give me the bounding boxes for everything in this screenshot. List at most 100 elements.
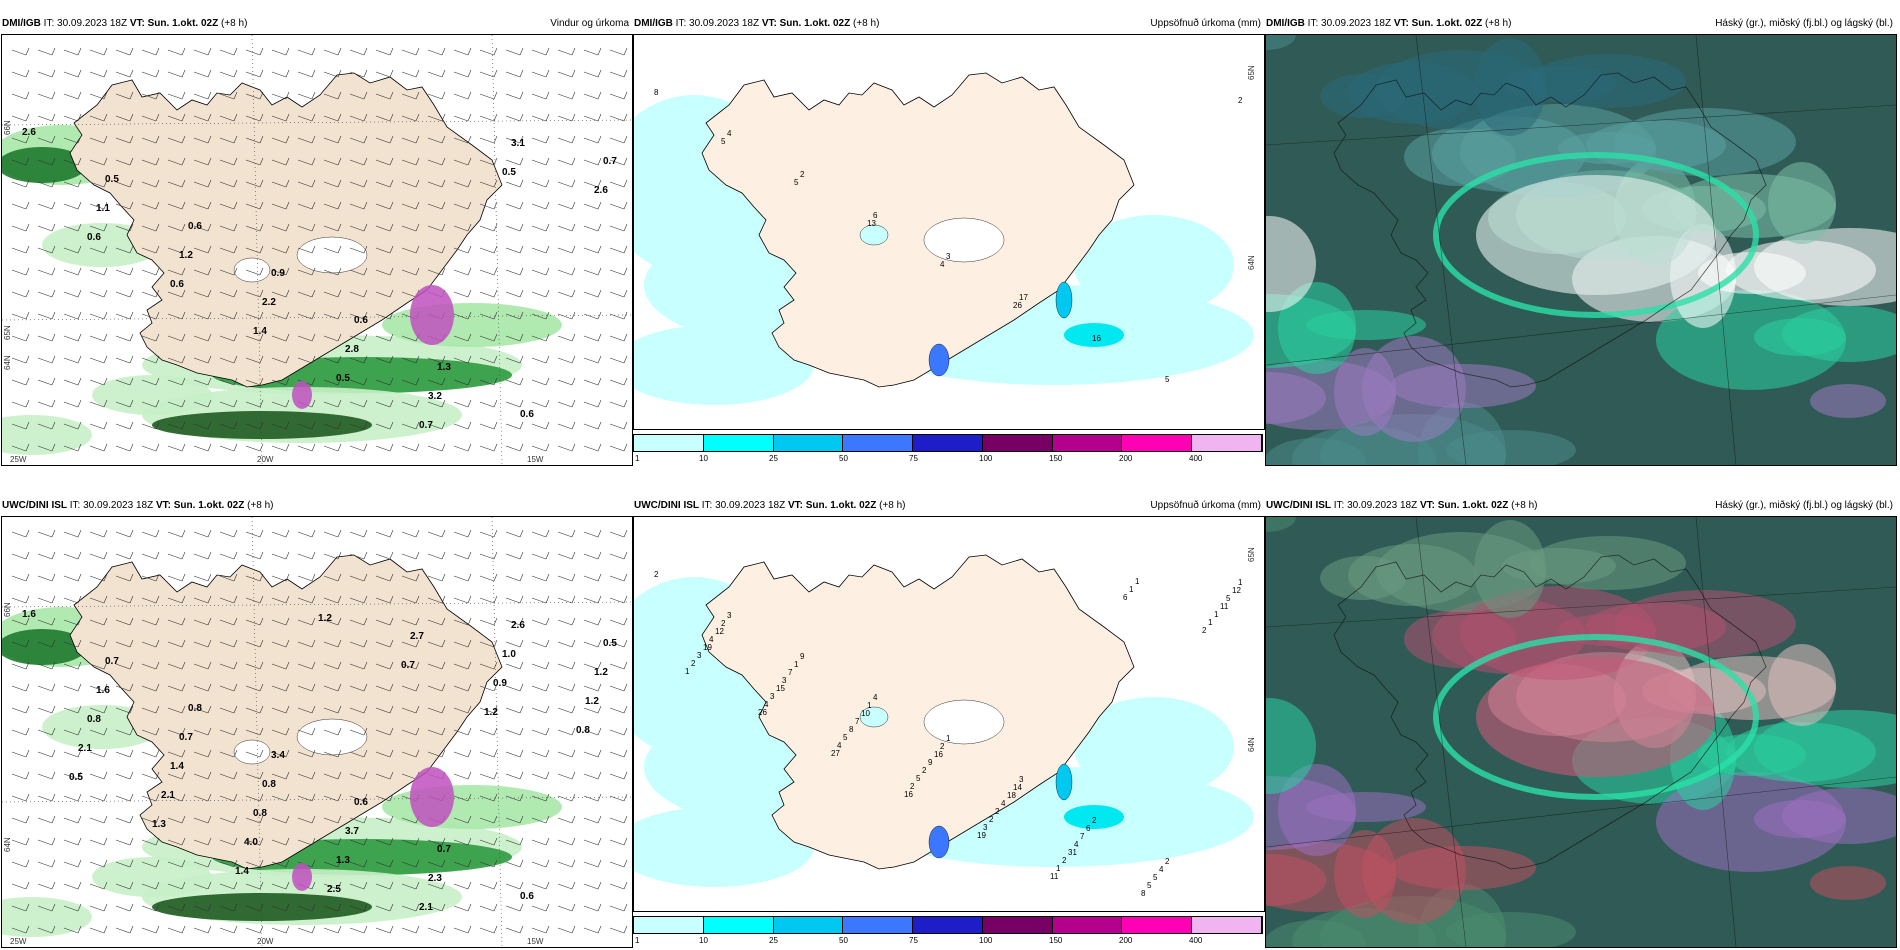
panel-title: UWC/DINI ISL IT: 30.09.2023 18Z VT: Sun.…	[633, 496, 1265, 516]
precip-value-label: 4.0	[244, 837, 258, 848]
map-accumulated-precip[interactable]: 2 3 9 4 1 3 2 2 1 2 1 1 2 14 6 4 12 12 7 10 16 18 7 5 5 4 3 7 9 4 4 5 11…	[633, 516, 1265, 912]
precip-value-label: 3	[727, 611, 732, 620]
lon-label: 20W	[257, 455, 274, 464]
map-cloud-cover[interactable]	[1265, 516, 1897, 948]
lon-label: 20W	[257, 937, 274, 946]
precip-value-label: 2	[922, 766, 927, 775]
colorbar-ticks: 1 10 25 50 75 100 150 200 400	[633, 936, 1263, 948]
precip-value-label: 2	[1238, 96, 1243, 105]
precip-value-label: 0.6	[520, 409, 534, 420]
colorbar-cell	[1052, 917, 1123, 933]
precip-value-label: 1.2	[594, 667, 608, 678]
precip-value-label: 1	[946, 734, 951, 743]
colorbar-tick-label: 150	[1049, 936, 1063, 945]
precip-value-label: 12	[1232, 586, 1241, 595]
colorbar-cell	[843, 917, 914, 933]
precip-value-label: 2	[800, 170, 805, 179]
precip-colorbar: 1 10 25 50 75 100 150 200 400	[633, 916, 1263, 948]
map-accumulated-precip[interactable]: 8 4 2 6 3 17 16 5 2 5 5 13 4 26 65N 64N	[633, 34, 1265, 430]
lon-label: 25W	[10, 455, 27, 464]
precip-value-label: 26	[1013, 301, 1022, 310]
map-cloud-cover[interactable]	[1265, 34, 1897, 466]
colorbar-cell	[634, 917, 704, 933]
valid-time: Sun. 1.okt. 02Z	[1437, 500, 1509, 511]
precip-value-label: 5	[1147, 881, 1152, 890]
precip-value-label: 4	[727, 129, 732, 138]
colorbar-tick-label: 100	[979, 936, 993, 945]
product-label: Háský (gr.), miðský (fj.bl.) og lágský (…	[1715, 500, 1893, 511]
lat-label: 65N	[1247, 65, 1256, 80]
model-label: UWC/DINI ISL	[2, 500, 67, 511]
panel-dmi-wind: DMI/IGB IT: 30.09.2023 18Z VT: Sun. 1.ok…	[1, 14, 633, 466]
precip-value-label: 0.7	[105, 656, 119, 667]
colorbar-cell	[703, 435, 774, 451]
precip-value-label: 1	[794, 660, 799, 669]
precip-value-label: 0.5	[603, 638, 617, 649]
precip-value-label: 2	[691, 659, 696, 668]
colorbar-cell	[703, 917, 774, 933]
lat-label: 64N	[3, 837, 12, 852]
valid-time: Sun. 1.okt. 02Z	[1411, 18, 1483, 29]
wind-barbs	[11, 529, 628, 934]
precip-value-label: 4	[873, 693, 878, 702]
precip-value-label: 1.4	[253, 326, 267, 337]
precip-value-label: 0.5	[502, 167, 516, 178]
model-label: UWC/DINI ISL	[1266, 500, 1331, 511]
panel-uwc-precip: UWC/DINI ISL IT: 30.09.2023 18Z VT: Sun.…	[633, 496, 1265, 948]
precip-value-label: 3	[1019, 775, 1024, 784]
precip-value-label: 1.3	[437, 362, 451, 373]
cloud-shading	[1266, 517, 1896, 947]
panel-dmi-precip: DMI/IGB IT: 30.09.2023 18Z VT: Sun. 1.ok…	[633, 14, 1265, 466]
precip-value-label: 4	[764, 700, 769, 709]
precip-value-label: 2.1	[419, 902, 433, 913]
colorbar-tick-label: 200	[1119, 454, 1133, 463]
lat-label: 65N	[3, 325, 12, 340]
precip-value-label: 0.6	[170, 279, 184, 290]
precip-value-label: 0.8	[253, 808, 267, 819]
precip-value-label: 5	[794, 178, 799, 187]
precip-value-label: 0.6	[354, 797, 368, 808]
precip-value-label: 11	[1050, 872, 1059, 881]
init-time: 30.09.2023 18Z	[689, 18, 760, 29]
precip-value-label: 0.7	[401, 660, 415, 671]
panel-title: DMI/IGB IT: 30.09.2023 18Z VT: Sun. 1.ok…	[633, 14, 1265, 34]
colorbar-cell	[982, 917, 1053, 933]
precip-value-label: 7	[855, 717, 860, 726]
lead-time: (+8 h)	[221, 18, 248, 29]
colorbar-cell	[843, 435, 914, 451]
model-label: UWC/DINI ISL	[634, 500, 699, 511]
colorbar-cell	[1052, 435, 1123, 451]
precip-value-label: 1.1	[96, 203, 110, 214]
precip-value-label: 19	[977, 831, 986, 840]
colorbar-cell	[773, 917, 844, 933]
precip-value-label: 7	[1080, 832, 1085, 841]
colorbar-tick-label: 25	[769, 936, 778, 945]
map-wind-precip[interactable]: 2.6 0.5 0.6 0.9 0.6 1.3 0.6 0.7 1.1 1.2 2.2 2.8 3.2 3…	[1, 34, 633, 466]
panel-dmi-cloud: DMI/IGB IT: 30.09.2023 18Z VT: Sun. 1.ok…	[1265, 14, 1897, 466]
colorbar-cell	[1122, 435, 1193, 451]
precip-value-label: 1.2	[484, 707, 498, 718]
lat-label: 66N	[3, 602, 12, 617]
precip-value-label: 4	[1001, 799, 1006, 808]
panel-title: DMI/IGB IT: 30.09.2023 18Z VT: Sun. 1.ok…	[1265, 14, 1897, 34]
cloud-map-svg	[1266, 35, 1896, 465]
lon-label: 15W	[527, 455, 544, 464]
precip-map-svg: 2394132212112146412127101618755437944511…	[634, 517, 1264, 911]
product-label: Uppsöfnuð úrkoma (mm)	[1150, 500, 1261, 511]
init-time: 30.09.2023 18Z	[715, 500, 786, 511]
precip-value-label: 2	[1165, 857, 1170, 866]
colorbar-cell	[913, 435, 983, 451]
precip-value-label: 4	[1159, 865, 1164, 874]
product-label: Háský (gr.), miðský (fj.bl.) og lágský (…	[1715, 18, 1893, 29]
precip-value-label: 1	[1214, 610, 1219, 619]
precip-value-label: 2.8	[345, 344, 359, 355]
lead-time: (+8 h)	[853, 18, 880, 29]
precip-value-label: 0.6	[87, 232, 101, 243]
precip-value-label: 3	[782, 676, 787, 685]
lat-label: 64N	[1247, 255, 1256, 270]
map-wind-precip[interactable]: 1.6 0.7 0.8 3.4 0.6 0.7 0.6 0.5 1.6 0.7 0.8 3.7 2.3 2…	[1, 516, 633, 948]
precip-value-label: 2	[1062, 856, 1067, 865]
precip-value-label: 0.8	[576, 725, 590, 736]
precip-value-label: 0.5	[69, 772, 83, 783]
precip-value-label: 2	[721, 619, 726, 628]
